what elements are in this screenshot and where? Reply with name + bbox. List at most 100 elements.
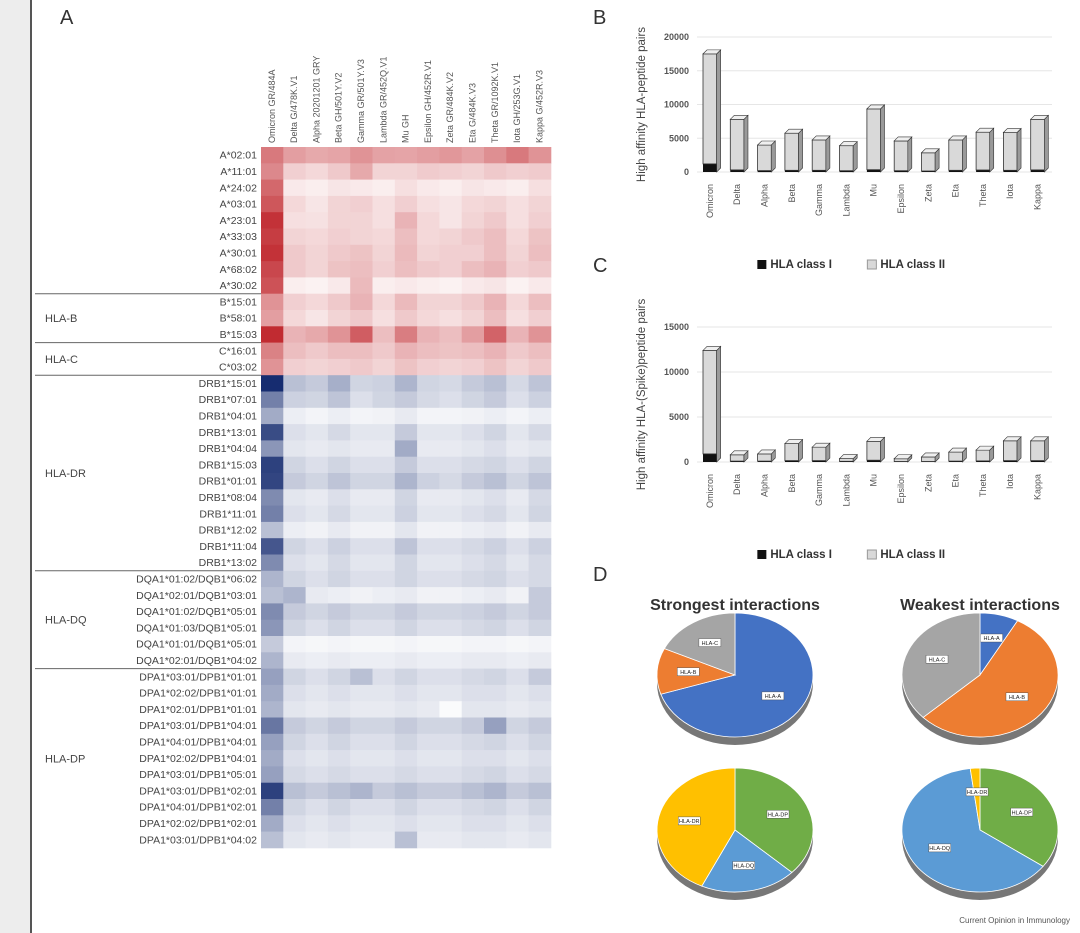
heatmap-cell bbox=[372, 636, 396, 653]
heatmap-cell bbox=[283, 358, 306, 376]
heatmap-cell bbox=[417, 538, 440, 555]
heatmap-cell bbox=[261, 277, 284, 295]
heatmap-cell bbox=[528, 619, 552, 637]
heatmap-cell bbox=[327, 424, 351, 441]
heatmap-cell bbox=[372, 668, 396, 686]
heatmap-cell bbox=[506, 277, 529, 295]
heatmap-cell bbox=[461, 782, 485, 800]
bar-side-face bbox=[1044, 114, 1049, 173]
heatmap-cell bbox=[261, 195, 284, 213]
heatmap-cell bbox=[484, 244, 507, 262]
heatmap-cell bbox=[439, 505, 463, 523]
heatmap-cell bbox=[484, 554, 507, 572]
heatmap-cell bbox=[261, 505, 284, 523]
heatmap-cell bbox=[327, 375, 351, 392]
row-label: DRB1*15:03 bbox=[199, 459, 258, 471]
y-tick-label: 10000 bbox=[664, 100, 689, 110]
heatmap-cell bbox=[461, 310, 485, 327]
heatmap-cell bbox=[439, 456, 463, 474]
heatmap-cell bbox=[417, 652, 440, 669]
x-tick-label: Epsilon bbox=[896, 184, 906, 214]
heatmap-cell bbox=[305, 456, 329, 474]
heatmap-cell bbox=[461, 799, 485, 816]
heatmap-cell bbox=[350, 326, 373, 343]
heatmap-cell bbox=[327, 750, 351, 767]
heatmap-cell bbox=[261, 619, 284, 637]
heatmap-cell bbox=[394, 521, 418, 539]
heatmap-cell bbox=[506, 489, 529, 506]
pie-slice-label: HLA-DP bbox=[768, 812, 789, 818]
heatmap-cell bbox=[394, 733, 418, 751]
heatmap-cell bbox=[261, 261, 284, 278]
bar-class-ii bbox=[702, 349, 718, 455]
column-label: Beta GH/501Y.V2 bbox=[334, 73, 344, 143]
heatmap-cell bbox=[305, 163, 329, 180]
heatmap-cell bbox=[283, 701, 306, 718]
heatmap-cell bbox=[506, 310, 529, 327]
panel-letter-b: B bbox=[593, 7, 606, 29]
heatmap-cell bbox=[283, 473, 306, 490]
heatmap-cell bbox=[461, 440, 485, 458]
heatmap-cell bbox=[484, 636, 507, 653]
y-tick-label: 10000 bbox=[664, 367, 689, 377]
pie-slice-label: HLA-DQ bbox=[929, 846, 951, 852]
x-tick-label: Gamma bbox=[814, 474, 824, 506]
heatmap-cell bbox=[484, 195, 507, 213]
heatmap-cell bbox=[261, 424, 284, 441]
bar-class-i bbox=[757, 461, 772, 462]
heatmap-cell bbox=[439, 521, 463, 539]
heatmap-cell bbox=[350, 603, 373, 621]
heatmap-cell bbox=[506, 473, 529, 490]
x-tick-label: Theta bbox=[978, 474, 988, 497]
heatmap-cell bbox=[327, 799, 351, 816]
heatmap-cell bbox=[417, 228, 440, 246]
heatmap-cell bbox=[283, 424, 306, 441]
heatmap-cell bbox=[372, 554, 396, 572]
heatmap-cell bbox=[372, 538, 396, 555]
heatmap-cell bbox=[350, 538, 373, 555]
heatmap-cell bbox=[461, 831, 485, 849]
heatmap-cell bbox=[484, 456, 507, 474]
x-tick-label: Lambda bbox=[841, 474, 851, 507]
heatmap-cell bbox=[327, 636, 351, 653]
heatmap-cell bbox=[439, 554, 463, 572]
row-label: C*03:02 bbox=[219, 362, 257, 374]
heatmap-cell bbox=[394, 701, 418, 718]
group-label: HLA-DP bbox=[45, 753, 85, 765]
pie-label-box bbox=[732, 861, 755, 870]
heatmap-cell bbox=[305, 147, 329, 164]
heatmap-cell bbox=[417, 603, 440, 621]
heatmap-cell bbox=[528, 733, 552, 751]
heatmap-cell bbox=[283, 799, 306, 816]
bar-class-ii bbox=[729, 454, 745, 462]
heatmap-cell bbox=[372, 619, 396, 637]
heatmap-cell bbox=[261, 228, 284, 246]
heatmap-cell bbox=[394, 782, 418, 800]
column-label: Alpha 20201201 GRY bbox=[311, 56, 321, 143]
heatmap-cell bbox=[528, 440, 552, 458]
heatmap-cell bbox=[394, 310, 418, 327]
row-label: A*24:02 bbox=[220, 182, 258, 194]
row-label: A*23:01 bbox=[220, 215, 258, 227]
heatmap-cell bbox=[394, 766, 418, 784]
y-tick-label: 0 bbox=[684, 457, 689, 467]
x-tick-label: Mu bbox=[869, 184, 879, 197]
heatmap-cell bbox=[305, 619, 329, 637]
heatmap-cell bbox=[350, 733, 373, 751]
heatmap-cell bbox=[372, 587, 396, 604]
column-label: Lambda GR/452Q.V1 bbox=[378, 56, 388, 143]
heatmap-cell bbox=[417, 521, 440, 539]
heatmap-column-labels: Omicron GR/484A Delta G/478K.V1 Alpha 2020… bbox=[267, 56, 545, 143]
heatmap-cell bbox=[528, 668, 552, 686]
heatmap-cell bbox=[484, 815, 507, 832]
heatmap-cell bbox=[350, 147, 373, 164]
heatmap-cell bbox=[327, 701, 351, 718]
heatmap-cell bbox=[417, 473, 440, 490]
heatmap-cell bbox=[439, 652, 463, 669]
heatmap-cell bbox=[350, 636, 373, 653]
bar-class-i bbox=[921, 171, 936, 172]
heatmap-cell bbox=[439, 326, 463, 343]
heatmap-cell bbox=[461, 587, 485, 604]
bar-class-i bbox=[1003, 460, 1018, 462]
heatmap-cell bbox=[506, 212, 529, 229]
